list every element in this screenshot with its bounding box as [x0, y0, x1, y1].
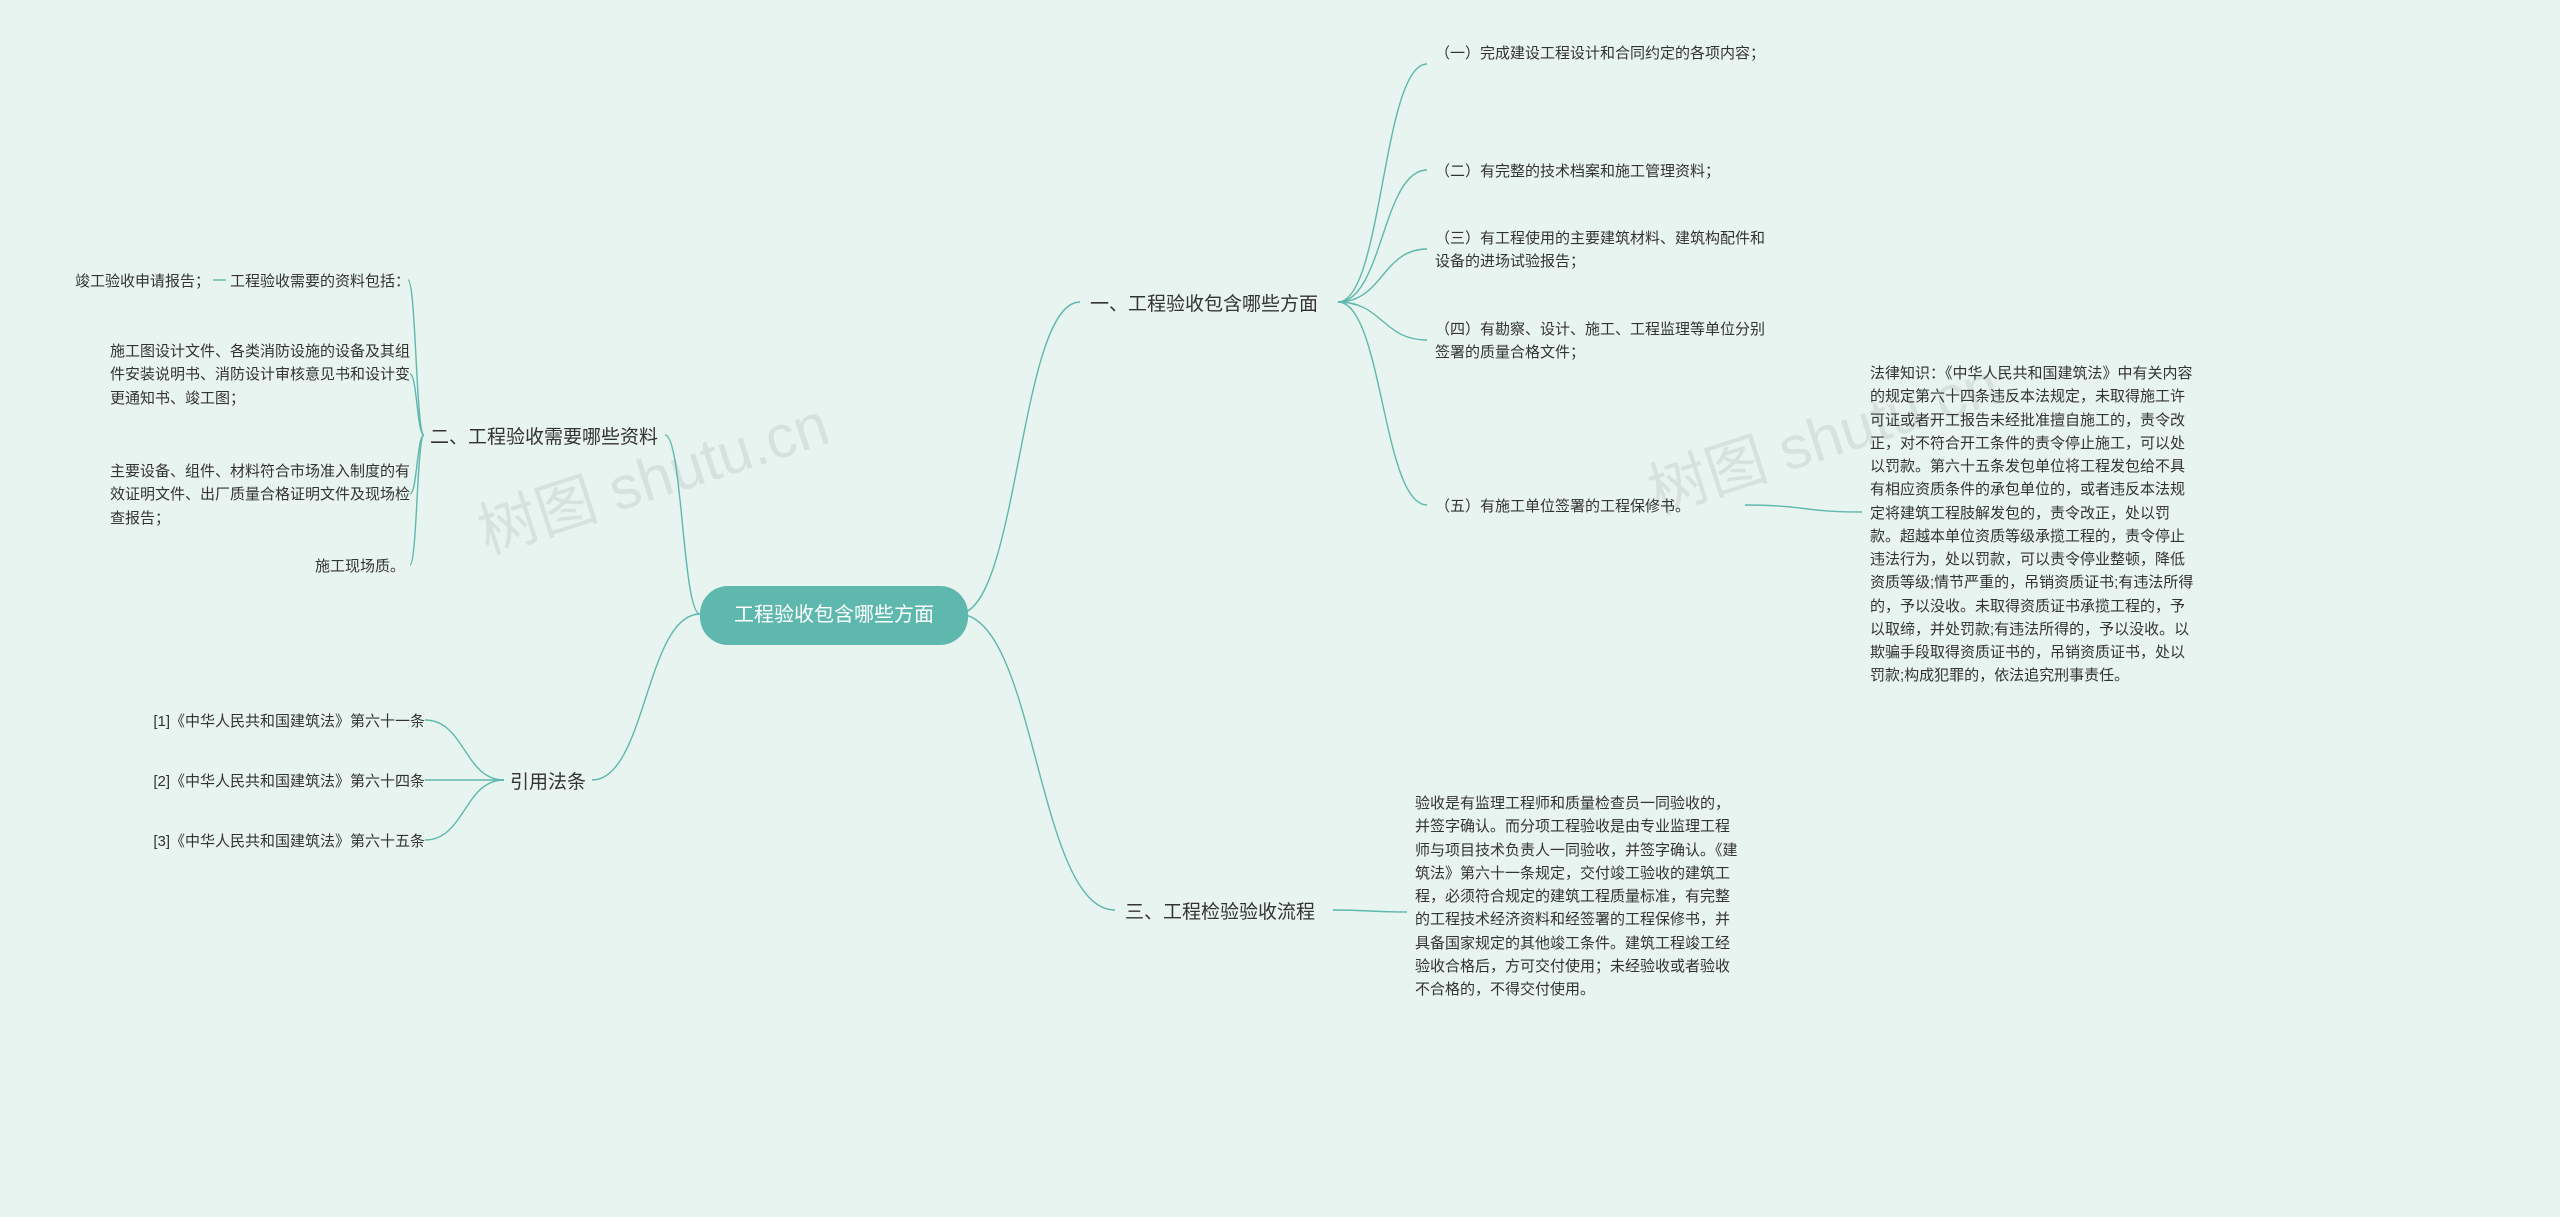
watermark: 树图 shutu.cn: [465, 376, 838, 571]
leaf-4-2: [2]《中华人民共和国建筑法》第六十四条: [130, 770, 425, 793]
leaf-2-pre: 工程验收需要的资料包括：: [230, 270, 410, 293]
branch-3: 三、工程检验验收流程: [1125, 898, 1315, 927]
mindmap-canvas: 树图 shutu.cn 树图 shutu.cn 工程验收包含哪些方面 一、工程验…: [0, 0, 2560, 1217]
leaf-1-5: （五）有施工单位签署的工程保修书。: [1435, 495, 1755, 518]
branch-2: 二、工程验收需要哪些资料: [430, 423, 658, 452]
leaf-2-pre-child: 竣工验收申请报告；: [75, 270, 215, 293]
leaf-1-4: （四）有勘察、设计、施工、工程监理等单位分别签署的质量合格文件；: [1435, 318, 1765, 365]
root-node: 工程验收包含哪些方面: [700, 586, 968, 645]
branch-4: 引用法条: [510, 768, 586, 797]
branch-1: 一、工程验收包含哪些方面: [1090, 290, 1318, 319]
leaf-1-2: （二）有完整的技术档案和施工管理资料；: [1435, 160, 1765, 183]
leaf-1-3: （三）有工程使用的主要建筑材料、建筑构配件和设备的进场试验报告；: [1435, 227, 1765, 274]
leaf-3-1: 验收是有监理工程师和质量检查员一同验收的，并签字确认。而分项工程验收是由专业监理…: [1415, 792, 1740, 1001]
leaf-4-3: [3]《中华人民共和国建筑法》第六十五条: [130, 830, 425, 853]
leaf-1-5-law: 法律知识：《中华人民共和国建筑法》中有关内容的规定第六十四条违反本法规定，未取得…: [1870, 362, 2195, 688]
leaf-1-1: （一）完成建设工程设计和合同约定的各项内容；: [1435, 42, 1765, 65]
leaf-4-1: [1]《中华人民共和国建筑法》第六十一条: [130, 710, 425, 733]
leaf-2-3: 施工现场质。: [315, 555, 410, 578]
leaf-2-2: 主要设备、组件、材料符合市场准入制度的有效证明文件、出厂质量合格证明文件及现场检…: [110, 460, 410, 530]
leaf-2-1: 施工图设计文件、各类消防设施的设备及其组件安装说明书、消防设计审核意见书和设计变…: [110, 340, 410, 410]
